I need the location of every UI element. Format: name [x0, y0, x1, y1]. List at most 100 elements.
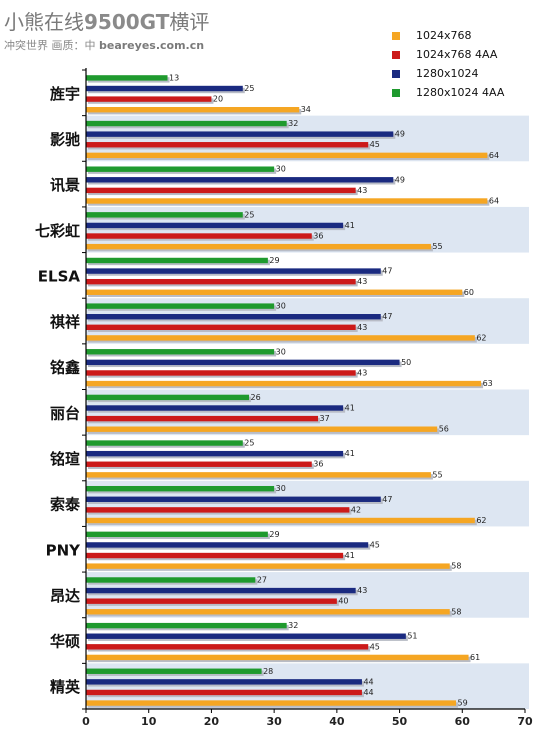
legend-label: 1280x1024: [416, 67, 479, 80]
subtitle-prefix: 冲突世界 画质：中: [4, 39, 96, 52]
bar: [86, 349, 275, 355]
category-label: 七彩虹: [35, 222, 80, 240]
value-label: 47: [382, 495, 392, 504]
category-label: 旌宇: [50, 85, 80, 103]
value-label: 25: [244, 84, 254, 93]
bar: [86, 577, 256, 583]
value-label: 29: [269, 256, 279, 265]
category-label: 铭瑄: [50, 450, 80, 468]
bar: [86, 314, 381, 320]
value-label: 20: [213, 95, 223, 104]
category-label: 精英: [50, 678, 81, 696]
category-label: ELSA: [38, 267, 81, 285]
value-label: 47: [382, 267, 392, 276]
bar: [86, 563, 450, 569]
legend-swatch: [392, 31, 400, 40]
value-label: 30: [276, 347, 286, 356]
bar: [86, 257, 268, 264]
bar: [86, 85, 243, 92]
legend-label: 1024x768: [416, 29, 472, 42]
bar: [86, 268, 381, 274]
bar: [86, 324, 356, 331]
value-label: 36: [313, 460, 323, 469]
category-label: 昂达: [50, 587, 80, 605]
value-label: 44: [363, 688, 373, 697]
bar: [86, 131, 394, 137]
category-label: 丽台: [50, 404, 80, 422]
value-label: 28: [263, 667, 273, 676]
bar: [86, 212, 243, 218]
value-label: 32: [288, 621, 298, 630]
bar: [86, 542, 369, 548]
value-label: 43: [357, 323, 367, 332]
bar: [86, 598, 337, 604]
value-label: 58: [451, 562, 461, 571]
bar: [86, 303, 275, 309]
legend-swatch: [392, 88, 400, 97]
bar: [86, 654, 469, 661]
bar: [86, 75, 168, 81]
value-label: 37: [320, 414, 330, 423]
value-label: 25: [244, 210, 254, 219]
value-label: 56: [439, 425, 449, 434]
value-label: 13: [169, 73, 179, 82]
value-label: 26: [251, 393, 261, 402]
value-label: 36: [313, 232, 323, 241]
bar: [86, 380, 482, 387]
value-label: 45: [370, 642, 380, 651]
chart-header: 小熊在线9500GT横评 冲突世界 画质：中 beareyes.com.cn: [4, 6, 209, 53]
x-tick-label: 60: [455, 715, 471, 728]
legend-item: 1024x768 4AA: [392, 45, 504, 64]
bar: [86, 120, 287, 127]
bar: [86, 609, 450, 615]
title-prefix: 小熊在线: [4, 10, 84, 34]
value-label: 43: [357, 186, 367, 195]
x-tick-label: 30: [266, 715, 282, 728]
value-label: 41: [345, 404, 355, 413]
value-label: 30: [276, 302, 286, 311]
value-label: 29: [269, 530, 279, 539]
legend-label: 1280x1024 4AA: [416, 86, 505, 99]
value-label: 49: [395, 175, 405, 184]
bar: [86, 507, 350, 513]
bar: [86, 187, 356, 194]
bar: [86, 700, 457, 706]
value-label: 45: [370, 140, 380, 149]
bar: [86, 222, 344, 229]
value-label: 47: [382, 312, 392, 321]
bar: [86, 243, 431, 250]
bar: [86, 496, 381, 502]
subtitle-site: beareyes.com.cn: [99, 39, 205, 52]
value-label: 55: [432, 242, 442, 251]
bar: [86, 450, 344, 457]
value-label: 27: [257, 575, 267, 584]
legend-item: 1280x1024 4AA: [392, 83, 504, 102]
bar: [86, 531, 268, 538]
value-label: 32: [288, 119, 298, 128]
category-label: 影驰: [50, 130, 80, 148]
value-label: 62: [476, 333, 486, 342]
value-label: 64: [489, 151, 499, 160]
chart-legend: 1024x768 1024x768 4AA 1280x1024 1280x1024 4…: [392, 26, 504, 102]
x-tick-label: 50: [392, 715, 408, 728]
x-tick-label: 0: [82, 715, 90, 728]
value-label: 40: [338, 597, 348, 606]
bar: [86, 335, 475, 341]
legend-swatch: [392, 50, 400, 59]
category-label: 祺祥: [49, 313, 80, 331]
bar: [86, 440, 243, 446]
bar: [86, 426, 438, 432]
legend-swatch: [392, 69, 400, 78]
title-bold: 9500GT: [84, 10, 170, 34]
bar: [86, 166, 275, 172]
bar: [86, 485, 275, 492]
title-suffix: 横评: [169, 10, 210, 34]
value-label: 42: [351, 505, 361, 514]
category-label: 索泰: [50, 496, 81, 514]
chart-title: 小熊在线9500GT横评: [4, 6, 209, 35]
x-tick-label: 40: [329, 715, 345, 728]
value-label: 30: [276, 165, 286, 174]
bar: [86, 359, 400, 366]
